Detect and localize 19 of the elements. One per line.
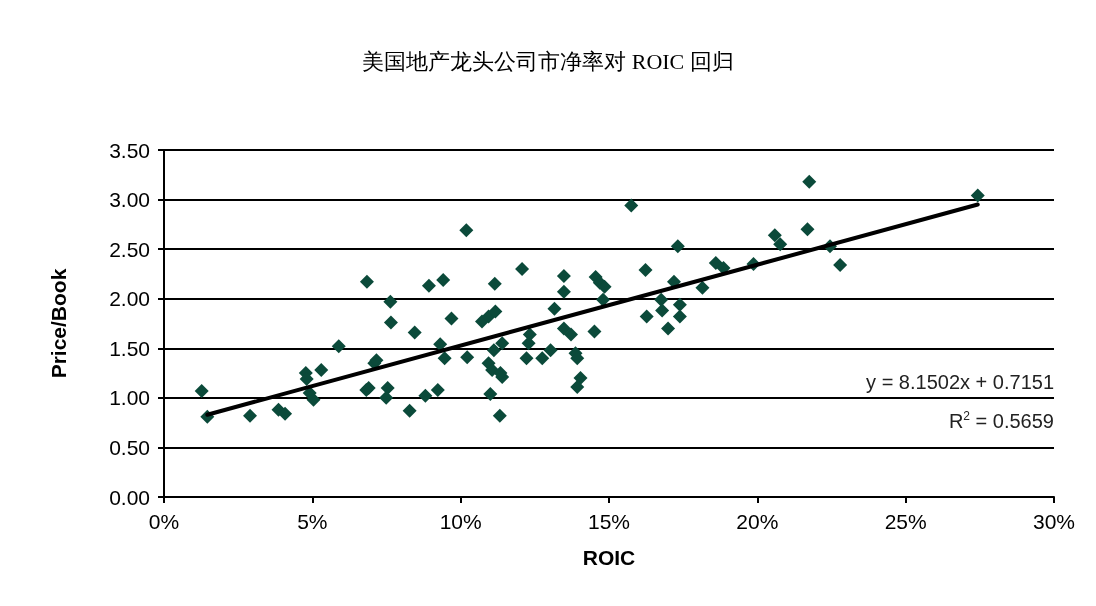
y-tick-label: 3.50 xyxy=(109,138,150,162)
x-tick-label: 5% xyxy=(297,510,328,533)
y-tick-label: 2.00 xyxy=(109,287,150,311)
x-tick-label: 10% xyxy=(439,510,482,533)
x-tick-label: 25% xyxy=(884,510,927,533)
y-tick-label: 0.50 xyxy=(109,435,150,459)
y-axis-title: Price/Book xyxy=(47,268,70,379)
annotation: y = 8.1502x + 0.7151 xyxy=(866,371,1055,393)
x-axis-title: ROIC xyxy=(582,546,636,569)
x-tick-label: 20% xyxy=(736,510,779,533)
y-tick-label: 1.50 xyxy=(109,336,150,360)
y-tick-label: 0.00 xyxy=(109,485,150,509)
x-tick-label: 15% xyxy=(587,510,631,533)
y-tick-label: 1.00 xyxy=(109,386,150,410)
y-tick-label: 3.00 xyxy=(109,188,150,212)
x-tick-label: 30% xyxy=(1032,510,1076,533)
chart-title: 美国地产龙头公司市净率对 ROIC 回归 xyxy=(362,48,734,74)
x-tick-label: 0% xyxy=(148,510,180,533)
y-tick-label: 2.50 xyxy=(109,237,150,261)
